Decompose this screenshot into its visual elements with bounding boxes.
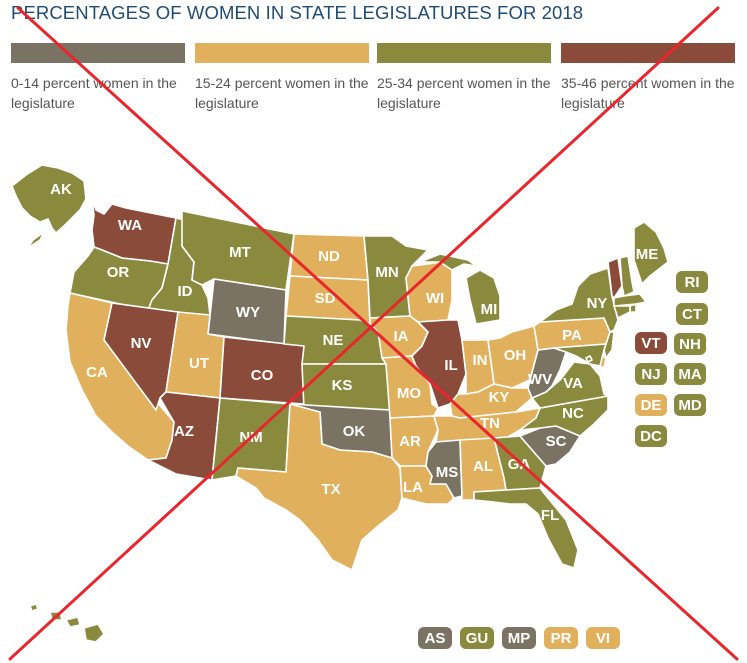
- territory-box-gu: [460, 627, 494, 649]
- state-label-or: OR: [107, 264, 130, 281]
- state-label-me: ME: [636, 246, 659, 263]
- state-label-sc: SC: [546, 433, 567, 450]
- state-box-ma: [674, 363, 706, 385]
- state-label-ks: KS: [332, 377, 353, 394]
- state-label-hi: HI: [93, 599, 108, 616]
- state-box-de: [635, 394, 667, 416]
- state-label-fl: FL: [541, 507, 559, 524]
- state-label-mt: MT: [229, 244, 251, 261]
- state-va: [531, 361, 609, 409]
- cross-out-mark: [8, 6, 739, 661]
- territory-box-as: [418, 627, 452, 649]
- state-box-label-nj: NJ: [641, 366, 660, 383]
- state-box-nh: [674, 333, 706, 355]
- state-label-va: VA: [563, 375, 583, 392]
- state-label-ar: AR: [399, 433, 421, 450]
- state-label-tn: TN: [480, 415, 500, 432]
- state-label-ak: AK: [50, 181, 72, 198]
- territory-label-as: AS: [425, 630, 446, 647]
- legend-label-olive: 25-34 percent women in the legislature: [377, 75, 551, 111]
- state-dc: [585, 355, 593, 363]
- state-tx: [235, 403, 403, 571]
- legend-swatch-olive: [377, 43, 551, 63]
- state-label-ne: NE: [323, 332, 344, 349]
- state-vt: [607, 257, 623, 299]
- territory-label-gu: GU: [466, 630, 489, 647]
- state-label-nc: NC: [562, 405, 584, 422]
- state-box-md: [674, 394, 706, 416]
- state-box-dc: [635, 425, 667, 447]
- legend-swatch-grey: [11, 43, 185, 63]
- state-hi: [29, 603, 105, 643]
- state-label-mn: MN: [375, 264, 398, 281]
- state-me: [633, 221, 669, 285]
- state-label-ia: IA: [394, 328, 409, 345]
- state-label-mi: MI: [481, 301, 498, 318]
- state-nc: [519, 395, 609, 437]
- state-label-ut: UT: [189, 355, 209, 372]
- state-fl: [473, 487, 579, 569]
- state-ma: [613, 293, 647, 307]
- state-md: [553, 343, 607, 367]
- state-nh: [619, 255, 635, 297]
- territory-label-vi: VI: [596, 630, 610, 647]
- state-label-mo: MO: [397, 385, 421, 402]
- state-box-label-de: DE: [641, 397, 662, 414]
- state-box-label-nh: NH: [679, 336, 701, 353]
- state-ms: [425, 439, 463, 499]
- cross-line-2: [8, 6, 720, 661]
- territory-label-mp: MP: [508, 630, 531, 647]
- state-label-wa: WA: [118, 217, 142, 234]
- state-label-ca: CA: [86, 364, 108, 381]
- map-title: PERCENTAGES OF WOMEN IN STATE LEGISLATUR…: [11, 2, 584, 23]
- state-label-wv: WV: [528, 371, 552, 388]
- state-box-label-vt: VT: [641, 335, 660, 352]
- state-box-ri: [676, 271, 708, 293]
- state-il: [411, 319, 467, 409]
- cross-line-1: [16, 6, 739, 661]
- state-label-az: AZ: [174, 423, 194, 440]
- state-label-ok: OK: [343, 423, 366, 440]
- state-label-il: IL: [444, 357, 457, 374]
- state-box-label-ri: RI: [685, 274, 700, 291]
- state-label-id: ID: [178, 283, 193, 300]
- state-box-ct: [676, 303, 708, 325]
- state-label-al: AL: [473, 458, 493, 475]
- state-box-label-dc: DC: [640, 428, 662, 445]
- state-label-nd: ND: [318, 248, 340, 265]
- territory-box-pr: [544, 627, 578, 649]
- state-box-nj: [635, 363, 667, 385]
- state-wi: [405, 261, 453, 323]
- state-label-pa: PA: [562, 327, 582, 344]
- territory-box-mp: [502, 627, 536, 649]
- state-label-in: IN: [473, 352, 488, 369]
- state-label-sd: SD: [315, 290, 336, 307]
- state-label-ny: NY: [587, 295, 608, 312]
- state-label-ms: MS: [436, 464, 459, 481]
- state-ct: [613, 305, 631, 319]
- territory-box-vi: [586, 627, 620, 649]
- state-box-label-ma: MA: [678, 366, 701, 383]
- state-box-vt: [635, 332, 667, 354]
- state-ak: [11, 164, 87, 249]
- legend-label-grey: 0-14 percent women in the legislature: [11, 75, 177, 111]
- state-label-wi: WI: [426, 290, 444, 307]
- legend-swatch-brown: [561, 43, 735, 63]
- territory-label-pr: PR: [551, 630, 572, 647]
- state-label-nv: NV: [131, 335, 152, 352]
- legend-label-yellow: 15-24 percent women in the legislature: [195, 75, 369, 111]
- state-ri: [629, 303, 637, 313]
- state-box-label-ct: CT: [682, 306, 702, 323]
- state-label-wy: WY: [236, 304, 260, 321]
- state-box-label-md: MD: [678, 397, 701, 414]
- state-label-ky: KY: [489, 389, 510, 406]
- legend-swatch-yellow: [195, 43, 369, 63]
- state-label-tx: TX: [321, 481, 340, 498]
- state-label-oh: OH: [504, 347, 527, 364]
- state-label-co: CO: [251, 367, 274, 384]
- state-label-la: LA: [403, 479, 423, 496]
